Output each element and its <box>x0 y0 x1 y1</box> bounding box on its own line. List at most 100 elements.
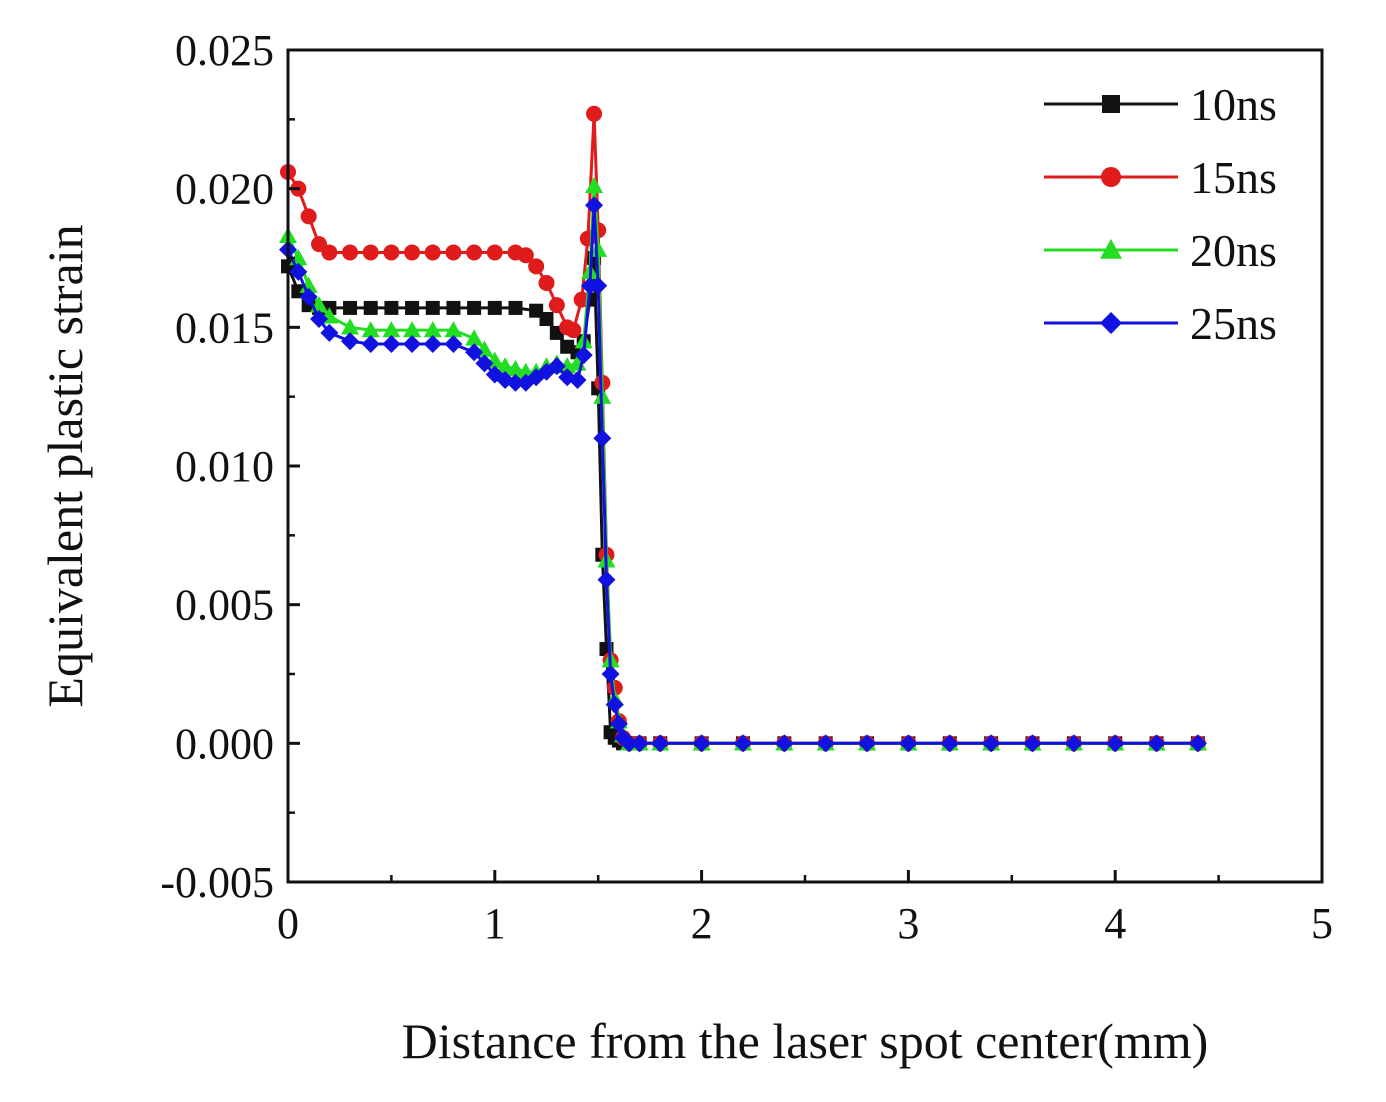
data-point <box>363 300 378 315</box>
data-point <box>444 321 463 338</box>
data-point <box>538 274 555 291</box>
y-tick-label: 0.020 <box>175 165 274 214</box>
data-point <box>384 300 399 315</box>
data-point <box>467 300 482 315</box>
data-point <box>585 176 604 194</box>
x-tick-label: 1 <box>484 899 506 948</box>
legend-label: 20ns <box>1190 225 1277 276</box>
series-layer <box>279 105 1207 753</box>
data-point <box>565 322 582 339</box>
data-point <box>651 734 670 753</box>
legend-label: 25ns <box>1190 298 1277 349</box>
data-point <box>362 244 379 261</box>
data-point <box>1106 734 1125 753</box>
data-point <box>547 357 566 376</box>
data-point <box>466 244 483 261</box>
series-line <box>286 185 1198 745</box>
data-point <box>383 244 400 261</box>
data-point <box>601 665 620 683</box>
data-point <box>321 244 338 261</box>
data-point <box>486 244 503 261</box>
data-point <box>1188 734 1207 753</box>
x-tick-label: 4 <box>1104 899 1126 948</box>
x-tick-label: 5 <box>1311 899 1333 948</box>
data-point <box>506 373 525 392</box>
series-10ns <box>281 251 1205 751</box>
data-point <box>361 321 380 338</box>
legend: 10ns 15ns 20ns 25ns <box>1044 79 1277 349</box>
data-point <box>1100 312 1122 334</box>
data-point <box>574 346 593 365</box>
data-point <box>444 334 463 353</box>
data-point <box>517 247 534 264</box>
data-point <box>630 734 649 753</box>
legend-item: 10ns <box>1044 79 1277 130</box>
data-point <box>733 734 752 753</box>
data-point <box>342 244 359 261</box>
data-point <box>310 310 329 329</box>
data-point <box>775 734 794 753</box>
data-point <box>446 300 461 315</box>
data-point <box>424 244 441 261</box>
legend-item: 25ns <box>1044 298 1277 349</box>
data-point <box>341 332 360 351</box>
data-point <box>403 334 422 353</box>
data-point <box>475 354 494 373</box>
x-tick-label: 0 <box>277 899 299 948</box>
data-point <box>568 371 587 390</box>
data-point <box>1023 734 1042 753</box>
data-point <box>382 334 401 353</box>
data-point <box>465 343 484 362</box>
data-point <box>597 570 616 589</box>
y-tick-label: 0.000 <box>175 719 274 768</box>
data-point <box>487 300 502 315</box>
data-point <box>404 244 421 261</box>
y-axis: -0.005 0.000 0.005 0.010 0.015 0.020 0.025 <box>160 26 300 907</box>
data-point <box>289 262 308 281</box>
data-point <box>589 276 608 295</box>
data-point <box>620 734 639 753</box>
data-point <box>425 300 440 315</box>
x-tick-label: 3 <box>897 899 919 948</box>
data-point <box>320 323 339 342</box>
legend-item: 15ns <box>1044 152 1277 203</box>
data-point <box>1100 239 1122 259</box>
data-point <box>899 734 918 753</box>
data-point <box>299 287 318 306</box>
data-point <box>445 244 462 261</box>
series-line <box>286 113 1198 745</box>
y-tick-label: 0.015 <box>175 303 274 352</box>
data-point <box>506 359 525 377</box>
data-point <box>1147 734 1166 753</box>
data-point <box>382 321 401 338</box>
data-point <box>940 734 959 753</box>
y-axis-title: Equivalent plastic strain <box>37 224 93 707</box>
data-point <box>361 334 380 353</box>
data-point <box>300 208 317 225</box>
data-point <box>539 312 554 327</box>
x-tick-label: 2 <box>691 899 713 948</box>
data-point <box>1101 167 1121 187</box>
data-point <box>609 714 628 733</box>
data-point <box>423 334 442 353</box>
plot-frame <box>286 48 1324 884</box>
y-tick-label: 0.025 <box>175 26 274 75</box>
x-axis-title: Distance from the laser spot center(mm) <box>402 1013 1209 1069</box>
data-point <box>548 297 565 314</box>
y-tick-label: 0.010 <box>175 442 274 491</box>
data-point <box>858 734 877 753</box>
series-line <box>286 205 1198 745</box>
legend-item: 20ns <box>1044 225 1277 276</box>
data-point <box>403 321 422 338</box>
data-point <box>589 240 608 257</box>
data-point <box>528 258 545 275</box>
data-point <box>423 321 442 338</box>
legend-label: 10ns <box>1190 79 1277 130</box>
data-point <box>605 695 624 714</box>
series-25ns <box>279 196 1207 753</box>
y-tick-label: -0.005 <box>160 858 274 907</box>
data-point <box>816 734 835 753</box>
data-point <box>405 300 420 315</box>
series-15ns <box>280 105 1206 752</box>
